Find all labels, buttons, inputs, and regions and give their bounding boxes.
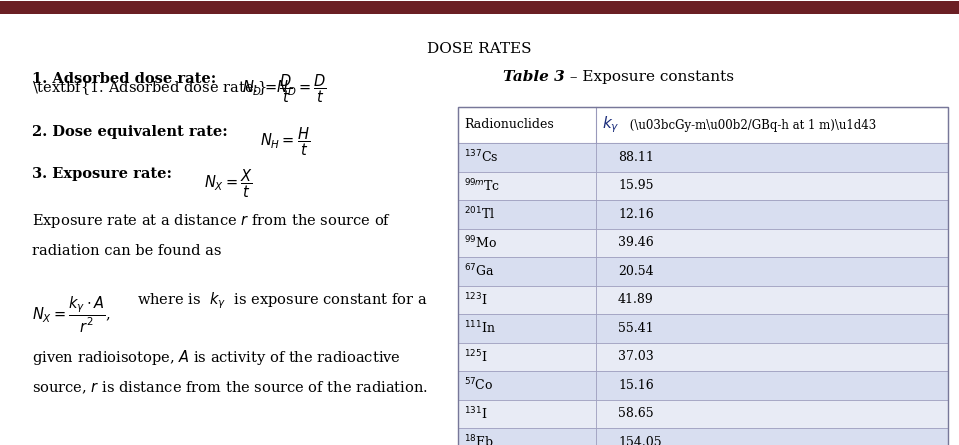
- Bar: [458, 107, 948, 445]
- Text: $^{18}$Fb: $^{18}$Fb: [464, 434, 494, 445]
- Bar: [458, 257, 596, 286]
- Text: Radionuclides: Radionuclides: [464, 118, 553, 132]
- Text: – Exposure constants: – Exposure constants: [565, 70, 734, 84]
- Text: 41.89: 41.89: [618, 293, 654, 306]
- Bar: [596, 343, 948, 371]
- Bar: [458, 400, 596, 428]
- Text: $k_\gamma$: $k_\gamma$: [602, 115, 620, 135]
- Text: given radioisotope, $A$ is activity of the radioactive: given radioisotope, $A$ is activity of t…: [32, 348, 401, 367]
- Bar: [596, 200, 948, 228]
- Text: 3. Exposure rate:: 3. Exposure rate:: [32, 167, 182, 181]
- Text: 154.05: 154.05: [618, 436, 662, 445]
- Text: \textbf{1. Adsorbed dose rate:}  $N_D = \dfrac{D}{t}$: \textbf{1. Adsorbed dose rate:} $N_D = \…: [32, 72, 327, 105]
- Bar: [458, 107, 948, 143]
- Text: $N_X = \dfrac{X}{t}$: $N_X = \dfrac{X}{t}$: [204, 167, 252, 199]
- Text: 15.95: 15.95: [618, 179, 653, 192]
- Text: $N_D = \dfrac{D}{t}$: $N_D = \dfrac{D}{t}$: [242, 72, 292, 105]
- Text: $^{99m}$Tc: $^{99m}$Tc: [464, 178, 500, 194]
- Text: $^{111}$In: $^{111}$In: [464, 320, 496, 336]
- Text: $^{99}$Mo: $^{99}$Mo: [464, 235, 498, 251]
- Bar: [458, 228, 596, 257]
- Text: 39.46: 39.46: [618, 236, 654, 249]
- Bar: [596, 371, 948, 400]
- Text: $^{131}$I: $^{131}$I: [464, 405, 487, 422]
- Bar: [458, 314, 596, 343]
- Bar: [458, 286, 596, 314]
- Bar: [458, 143, 596, 171]
- Bar: [596, 314, 948, 343]
- Bar: [458, 371, 596, 400]
- Bar: [458, 343, 596, 371]
- Bar: [596, 400, 948, 428]
- Bar: [0, 1, 959, 14]
- Text: 1. Adsorbed dose rate:: 1. Adsorbed dose rate:: [32, 72, 226, 86]
- Text: where is  $k_\gamma$  is exposure constant for a: where is $k_\gamma$ is exposure constant…: [137, 290, 428, 311]
- Text: 15.16: 15.16: [618, 379, 654, 392]
- Text: 58.65: 58.65: [618, 407, 654, 420]
- Bar: [596, 286, 948, 314]
- Text: 2. Dose equivalent rate:: 2. Dose equivalent rate:: [32, 125, 238, 139]
- Bar: [458, 171, 596, 200]
- Text: source, $r$ is distance from the source of the radiation.: source, $r$ is distance from the source …: [32, 380, 428, 396]
- Bar: [458, 200, 596, 228]
- Bar: [596, 171, 948, 200]
- Text: $^{201}$Tl: $^{201}$Tl: [464, 206, 495, 222]
- Bar: [596, 428, 948, 445]
- Text: 20.54: 20.54: [618, 265, 654, 278]
- Text: $^{57}$Co: $^{57}$Co: [464, 377, 494, 393]
- Text: $^{123}$I: $^{123}$I: [464, 291, 487, 308]
- Text: $N_H = \dfrac{H}{t}$: $N_H = \dfrac{H}{t}$: [260, 125, 310, 158]
- Text: $^{67}$Ga: $^{67}$Ga: [464, 263, 495, 279]
- Text: Table 3: Table 3: [503, 70, 565, 84]
- Text: DOSE RATES: DOSE RATES: [428, 42, 531, 56]
- Text: Exposure rate at a distance $r$ from the source of: Exposure rate at a distance $r$ from the…: [32, 212, 391, 230]
- Bar: [596, 257, 948, 286]
- Text: 37.03: 37.03: [618, 350, 654, 363]
- Text: radiation can be found as: radiation can be found as: [32, 244, 222, 258]
- Bar: [596, 143, 948, 171]
- Text: 88.11: 88.11: [618, 151, 654, 164]
- Text: $N_X = \dfrac{k_\gamma \cdot A}{r^2}$,: $N_X = \dfrac{k_\gamma \cdot A}{r^2}$,: [32, 295, 110, 335]
- Bar: [458, 428, 596, 445]
- Text: 55.41: 55.41: [618, 322, 654, 335]
- Text: 12.16: 12.16: [618, 208, 654, 221]
- Text: (\u03bcGy-m\u00b2/GBq-h at 1 m)\u1d43: (\u03bcGy-m\u00b2/GBq-h at 1 m)\u1d43: [626, 118, 877, 132]
- Bar: [596, 228, 948, 257]
- Text: $^{125}$I: $^{125}$I: [464, 348, 487, 365]
- Text: $^{137}$Cs: $^{137}$Cs: [464, 149, 499, 166]
